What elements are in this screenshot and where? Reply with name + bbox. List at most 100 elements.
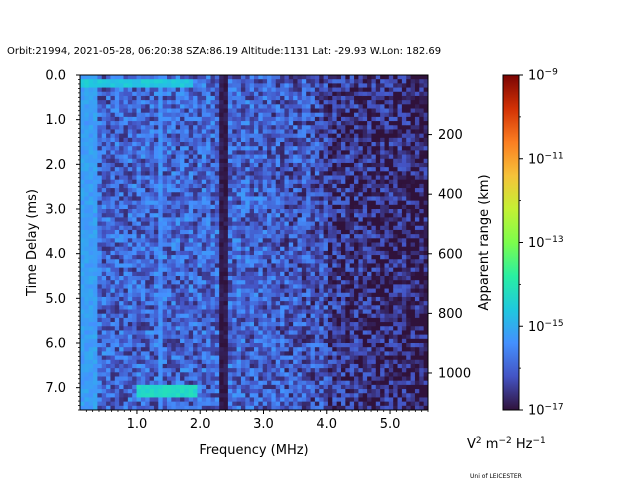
heatmap-cell <box>210 121 216 126</box>
heatmap-cell <box>145 200 150 206</box>
heatmap-cell <box>319 368 324 373</box>
heatmap-cell <box>314 246 320 252</box>
heatmap-cell <box>284 267 290 273</box>
heatmap-cell <box>132 87 137 93</box>
heatmap-cell <box>206 384 211 390</box>
heatmap-cell <box>136 389 142 394</box>
heatmap-cell <box>158 95 164 101</box>
heatmap-cell <box>80 83 85 88</box>
heatmap-cell <box>101 100 107 105</box>
heatmap-cell <box>180 146 185 151</box>
heatmap-cell <box>171 100 177 105</box>
heatmap-cell <box>110 347 116 352</box>
heatmap-cell <box>227 330 233 336</box>
heatmap-cell <box>288 276 294 281</box>
heatmap-cell <box>180 376 185 382</box>
heatmap-cell <box>210 213 216 218</box>
heatmap-cell <box>284 158 290 164</box>
heatmap-cell <box>258 389 264 394</box>
heatmap-cell <box>136 75 142 80</box>
heatmap-cell <box>349 133 355 139</box>
heatmap-cell <box>123 204 129 210</box>
heatmap-cell <box>80 179 85 185</box>
heatmap-cell <box>232 301 237 306</box>
heatmap-cell <box>245 142 251 147</box>
heatmap-cell <box>249 196 255 202</box>
heatmap-cell <box>332 79 338 84</box>
heatmap-cell <box>171 225 177 231</box>
heatmap-cell <box>175 83 181 88</box>
heatmap-cell <box>106 372 111 377</box>
heatmap-cell <box>275 213 281 218</box>
heatmap-cell <box>184 204 190 210</box>
heatmap-cell <box>153 246 159 252</box>
heatmap-cell <box>275 179 281 185</box>
heatmap-cell <box>97 334 103 340</box>
heatmap-cell <box>180 242 185 248</box>
heatmap-cell <box>280 334 285 340</box>
heatmap-cell <box>210 142 216 147</box>
heatmap-cell <box>193 380 198 386</box>
heatmap-cell <box>232 217 237 222</box>
heatmap-cell <box>201 192 207 197</box>
heatmap-cell <box>267 200 272 206</box>
heatmap-cell <box>323 108 329 114</box>
heatmap-cell <box>110 171 116 176</box>
heatmap-cell <box>149 351 155 356</box>
heatmap-cell <box>167 338 172 344</box>
heatmap-cell <box>301 121 307 126</box>
heatmap-cell <box>153 305 159 310</box>
heatmap-cell <box>319 393 324 398</box>
heatmap-cell <box>227 322 233 327</box>
heatmap-cell <box>210 250 216 256</box>
heatmap-cell <box>301 288 307 294</box>
heatmap-cell <box>136 322 142 327</box>
heatmap-cell <box>106 83 111 88</box>
heatmap-cell <box>345 116 351 122</box>
heatmap-cell <box>336 225 342 231</box>
heatmap-cell <box>114 351 120 356</box>
heatmap-cell <box>249 129 255 135</box>
heatmap-cell <box>197 351 203 356</box>
heatmap-cell <box>306 393 311 398</box>
heatmap-cell <box>188 389 194 394</box>
heatmap-cell <box>201 213 207 218</box>
heatmap-cell <box>88 75 94 80</box>
heatmap-cell <box>345 276 351 281</box>
heatmap-cell <box>262 104 268 109</box>
heatmap-cell <box>210 359 216 365</box>
heatmap-cell <box>323 292 329 298</box>
heatmap-cell <box>184 171 190 176</box>
heatmap-cell <box>193 292 198 298</box>
heatmap-cell <box>149 313 155 319</box>
heatmap-cell <box>153 221 159 227</box>
heatmap-cell <box>345 309 351 315</box>
heatmap-cell <box>240 129 246 135</box>
heatmap-cell <box>236 95 242 101</box>
heatmap-cell <box>336 359 342 365</box>
heatmap-cell <box>293 146 298 151</box>
heatmap-cell <box>175 393 181 398</box>
heatmap-cell <box>162 225 168 231</box>
heatmap-cell <box>323 125 329 130</box>
heatmap-cell <box>132 267 137 273</box>
heatmap-cell <box>93 91 98 97</box>
heatmap-cell <box>223 87 229 93</box>
heatmap-cell <box>284 116 290 122</box>
heatmap-cell <box>149 137 155 143</box>
heatmap-cell <box>345 347 351 352</box>
heatmap-cell <box>210 288 216 294</box>
heatmap-cell <box>84 347 90 352</box>
heatmap-cell <box>145 192 150 197</box>
heatmap-cell <box>153 150 159 155</box>
heatmap-cell <box>280 309 285 315</box>
heatmap-cell <box>249 175 255 181</box>
heatmap-cell <box>341 313 346 319</box>
heatmap-cell <box>214 137 220 143</box>
heatmap-cell <box>119 401 124 407</box>
heatmap-cell <box>271 313 277 319</box>
heatmap-cell <box>349 204 355 210</box>
heatmap-cell <box>280 234 285 239</box>
heatmap-cell <box>349 217 355 222</box>
heatmap-cell <box>106 368 111 373</box>
